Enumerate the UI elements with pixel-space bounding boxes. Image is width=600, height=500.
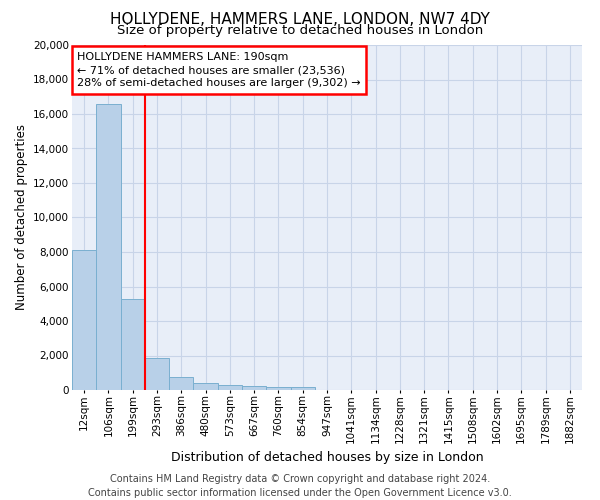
Text: HOLLYDENE HAMMERS LANE: 190sqm
← 71% of detached houses are smaller (23,536)
28%: HOLLYDENE HAMMERS LANE: 190sqm ← 71% of … — [77, 52, 361, 88]
Bar — [242, 386, 266, 390]
Bar — [290, 387, 315, 390]
Text: Contains HM Land Registry data © Crown copyright and database right 2024.
Contai: Contains HM Land Registry data © Crown c… — [88, 474, 512, 498]
Y-axis label: Number of detached properties: Number of detached properties — [14, 124, 28, 310]
Bar — [72, 250, 96, 390]
Text: Size of property relative to detached houses in London: Size of property relative to detached ho… — [117, 24, 483, 37]
Bar — [266, 386, 290, 390]
Bar — [169, 377, 193, 390]
Bar — [218, 385, 242, 390]
Bar — [193, 384, 218, 390]
Bar — [96, 104, 121, 390]
Bar — [145, 358, 169, 390]
Bar — [121, 298, 145, 390]
X-axis label: Distribution of detached houses by size in London: Distribution of detached houses by size … — [170, 452, 484, 464]
Text: HOLLYDENE, HAMMERS LANE, LONDON, NW7 4DY: HOLLYDENE, HAMMERS LANE, LONDON, NW7 4DY — [110, 12, 490, 28]
